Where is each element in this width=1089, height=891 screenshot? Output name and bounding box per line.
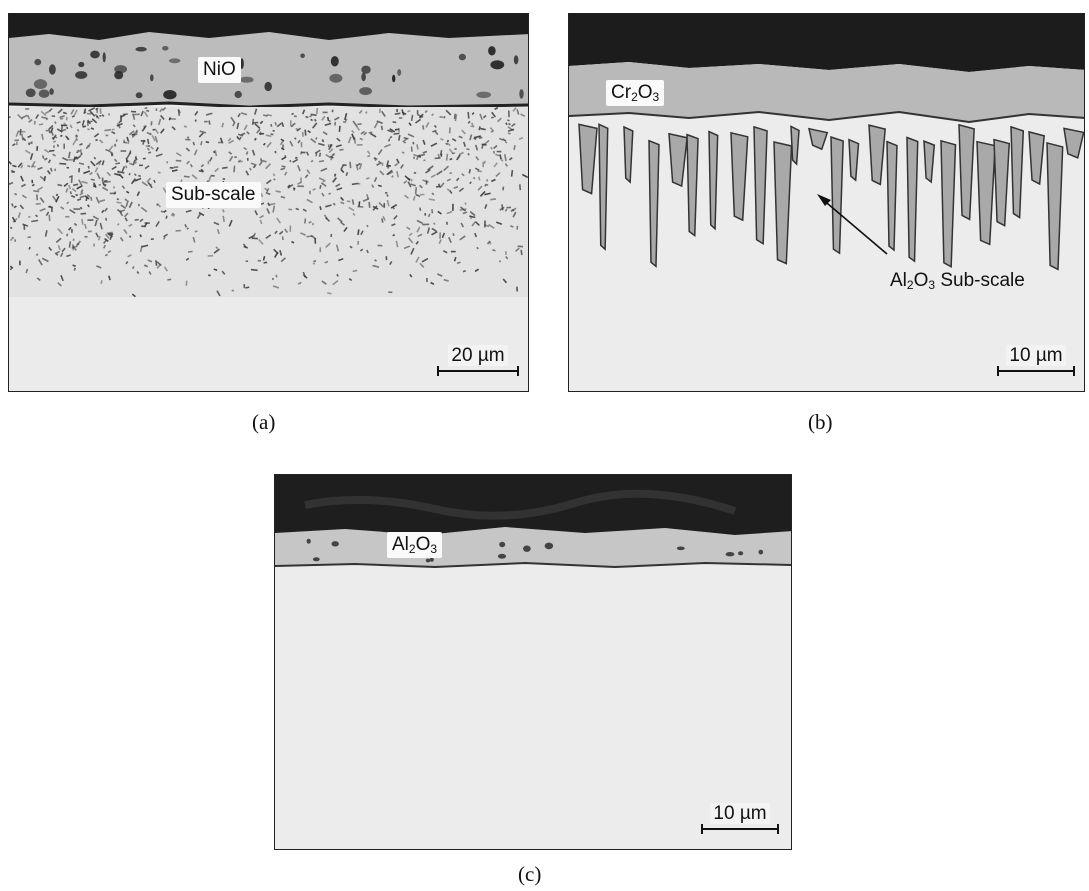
subscale-precipitates (9, 106, 528, 298)
scale-bar-c: 10 µm (701, 803, 779, 834)
scale-bar-b: 10 µm (997, 345, 1075, 376)
resin-layer (569, 14, 1084, 72)
al2o3-scale-layer (275, 527, 791, 567)
subscale-label: Sub-scale (166, 182, 261, 208)
pointer-arrow (820, 197, 888, 255)
scale-bar-a: 20 µm (437, 345, 519, 376)
subscale-zone (9, 107, 528, 297)
caption-a: (a) (252, 410, 276, 434)
nio-scale-layer (9, 32, 528, 106)
nio-label: NiO (198, 57, 241, 83)
cr2o3-label: Cr2O3 (606, 80, 665, 106)
pointer-arrowhead (817, 194, 831, 206)
al2o3-subscale-particles (578, 123, 1084, 271)
al2o3-subscale-label: Al2O3 Sub-scale (890, 270, 1025, 292)
caption-c: (c) (518, 862, 542, 886)
micrograph-panel-a: NiO Sub-scale 20 µm (8, 13, 529, 392)
micrograph-a-image (9, 14, 528, 391)
micrograph-panel-b: Cr2O3 Al2O3 Sub-scale 10 µm (568, 13, 1085, 392)
caption-b: (b) (808, 410, 833, 434)
micrograph-b-image (569, 14, 1084, 391)
al2o3-label: Al2O3 (387, 532, 443, 558)
micrograph-panel-c: Al2O3 10 µm (274, 474, 792, 850)
micrograph-c-image (275, 475, 791, 849)
cr2o3-scale-layer (569, 62, 1084, 122)
